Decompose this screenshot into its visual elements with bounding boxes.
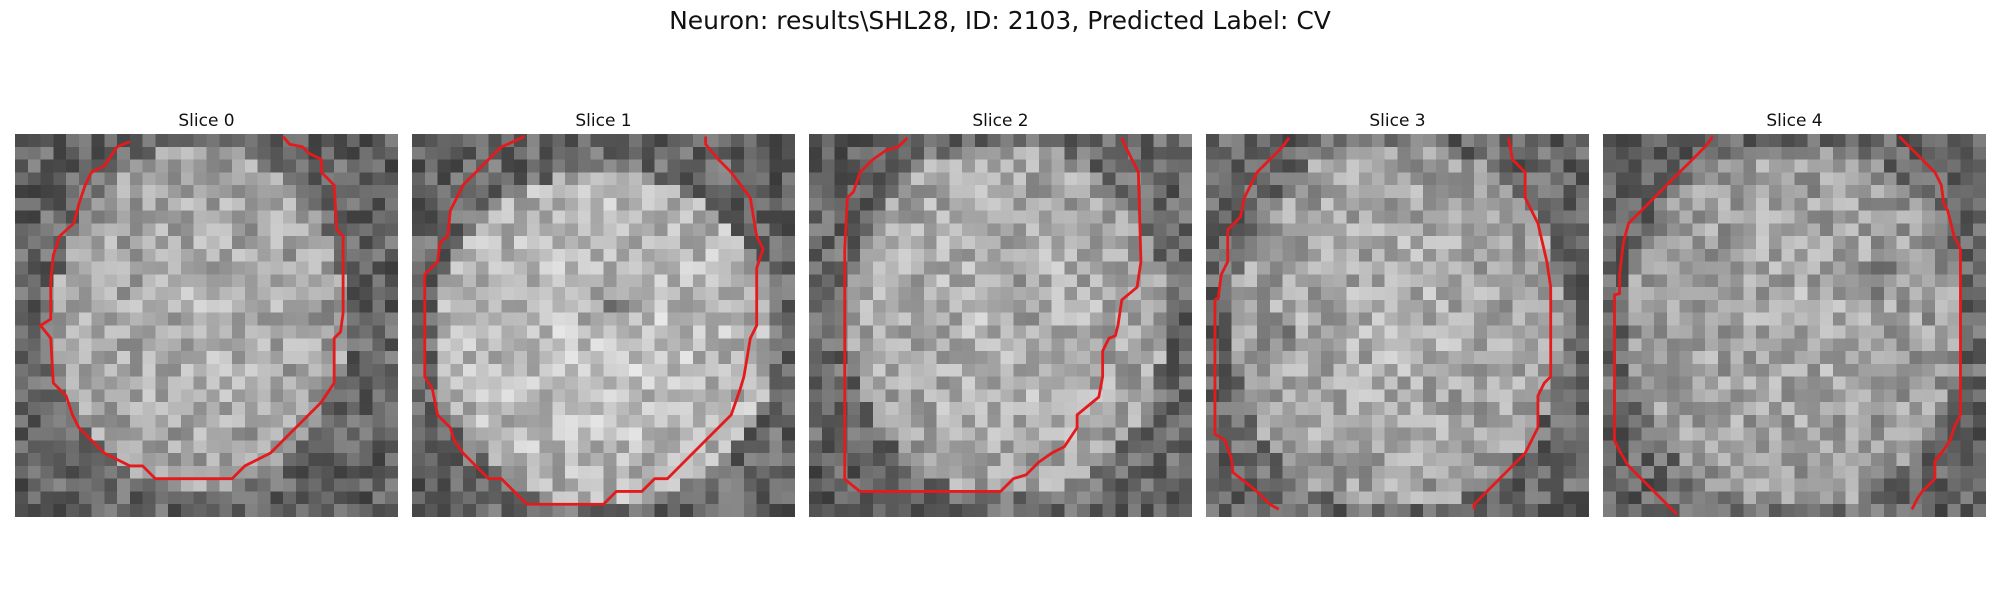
contour-line-4-b xyxy=(1898,135,1962,510)
slice-title-2: Slice 2 xyxy=(972,111,1029,131)
slice-title-1: Slice 1 xyxy=(575,111,632,131)
slice-image-3 xyxy=(1206,134,1589,517)
slice-title-4: Slice 4 xyxy=(1766,111,1823,131)
slice-title-0: Slice 0 xyxy=(178,111,235,131)
slice-panel-0: Slice 0 xyxy=(15,108,398,517)
slice-panel-2: Slice 2 xyxy=(809,108,1192,517)
contour-line-0 xyxy=(39,135,345,481)
contour-line-1 xyxy=(423,135,765,506)
contour-line-2 xyxy=(843,136,1143,493)
slice-panel-1: Slice 1 xyxy=(412,108,795,517)
slice-image-2 xyxy=(809,134,1192,517)
contour-line-3-b xyxy=(1472,137,1553,510)
slice-image-0 xyxy=(15,134,398,517)
figure-title: Neuron: results\SHL28, ID: 2103, Predict… xyxy=(669,6,1331,35)
slice-panel-3: Slice 3 xyxy=(1206,108,1589,517)
slice-panel-4: Slice 4 xyxy=(1603,108,1986,517)
slice-image-4 xyxy=(1603,134,1986,517)
slice-title-3: Slice 3 xyxy=(1369,111,1426,131)
contour-line-3 xyxy=(1213,137,1291,511)
slice-image-1 xyxy=(412,134,795,517)
contour-line-4 xyxy=(1613,135,1714,516)
